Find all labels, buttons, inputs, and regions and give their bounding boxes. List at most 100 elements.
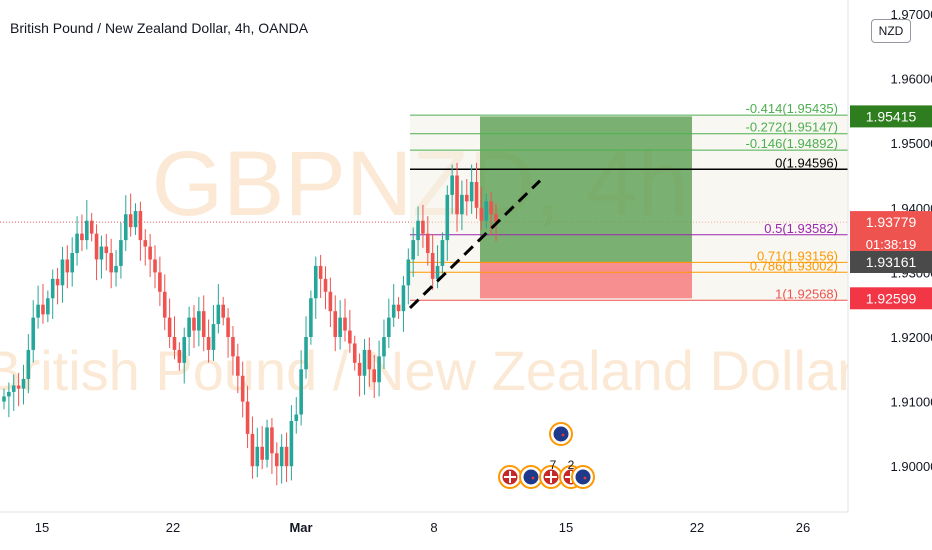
candle-body-42 bbox=[206, 337, 211, 350]
price-label-take_profit: 1.95415 bbox=[866, 108, 917, 124]
candle-body-92 bbox=[450, 175, 454, 195]
nz-event-5 bbox=[571, 465, 595, 489]
candle-body-59 bbox=[289, 420, 294, 467]
nz-event-top-flag bbox=[553, 426, 569, 442]
candle-body-58 bbox=[284, 446, 289, 467]
candle-body-35 bbox=[172, 337, 177, 350]
candle-body-94 bbox=[460, 194, 464, 215]
candle-body-48 bbox=[236, 356, 240, 376]
fib-label-0: -0.414(1.95435) bbox=[745, 101, 838, 116]
candle-body-93 bbox=[455, 175, 459, 215]
price-labels: 1.95415 1.93779 01:38:19 1.93161 1.92599 bbox=[850, 105, 932, 310]
candle-body-23 bbox=[114, 265, 118, 273]
event-count-1: 2 bbox=[568, 458, 575, 472]
profit-zone bbox=[480, 116, 692, 262]
candle-body-90 bbox=[440, 240, 445, 266]
time-tick-2: Mar bbox=[289, 520, 312, 535]
candle-body-91 bbox=[445, 194, 450, 241]
candle-body-25 bbox=[123, 214, 128, 241]
candle-body-31 bbox=[153, 259, 157, 273]
nz-event-5-flag bbox=[575, 469, 591, 485]
candle-body-47 bbox=[231, 337, 235, 357]
candle-body-51 bbox=[250, 433, 255, 467]
candle-body-43 bbox=[211, 324, 216, 350]
price-label-entry: 1.93161 bbox=[866, 254, 917, 270]
candle-body-11 bbox=[55, 278, 60, 286]
candle-body-57 bbox=[279, 446, 284, 467]
candle-body-100 bbox=[489, 201, 493, 215]
candle-body-84 bbox=[411, 240, 415, 260]
fib-label-7: 1(1.92568) bbox=[775, 286, 838, 301]
candle-body-86 bbox=[421, 220, 425, 234]
candle-body-71 bbox=[348, 330, 352, 344]
candle-body-3 bbox=[16, 385, 21, 389]
time-tick-4: 15 bbox=[559, 520, 573, 535]
candle-body-95 bbox=[464, 194, 469, 202]
candle-body-64 bbox=[313, 265, 318, 299]
candle-body-2 bbox=[11, 385, 16, 392]
loss-zone bbox=[480, 261, 692, 299]
candle-body-21 bbox=[104, 246, 109, 254]
dashed-trendline bbox=[408, 179, 542, 310]
candle-body-75 bbox=[367, 349, 372, 370]
candle-body-26 bbox=[128, 214, 133, 228]
candle-body-19 bbox=[94, 233, 99, 260]
candle-body-61 bbox=[299, 369, 303, 415]
candle-body-13 bbox=[65, 259, 70, 273]
candle-body-82 bbox=[401, 285, 406, 312]
nz-event-2-star bbox=[531, 476, 535, 480]
candle-body-8 bbox=[41, 304, 45, 315]
currency-button[interactable]: NZD bbox=[871, 19, 911, 43]
candle-body-69 bbox=[338, 317, 342, 337]
candles[interactable] bbox=[2, 162, 498, 486]
candle-body-7 bbox=[36, 304, 40, 318]
price-tick-7: 1.90000 bbox=[891, 459, 932, 474]
candle-body-99 bbox=[484, 201, 489, 221]
candle-body-79 bbox=[387, 317, 391, 337]
candle-body-36 bbox=[177, 349, 182, 363]
time-axis[interactable]: 15 22 Mar 8 15 22 26 bbox=[35, 520, 810, 535]
candle-body-14 bbox=[70, 253, 74, 273]
candle-body-32 bbox=[158, 272, 162, 292]
candle-body-5 bbox=[26, 349, 31, 379]
trendlines[interactable] bbox=[408, 179, 542, 310]
price-label-bg-stop bbox=[850, 287, 932, 310]
candle-body-22 bbox=[109, 253, 113, 273]
candle-body-45 bbox=[221, 304, 226, 318]
candle-body-62 bbox=[304, 337, 308, 370]
time-tick-1: 22 bbox=[166, 520, 180, 535]
candle-body-34 bbox=[167, 317, 172, 337]
candle-body-27 bbox=[133, 211, 138, 228]
candle-body-9 bbox=[46, 298, 50, 315]
candle-body-1 bbox=[7, 391, 11, 397]
candle-body-55 bbox=[270, 427, 274, 454]
candle-body-4 bbox=[21, 378, 26, 389]
candle-body-66 bbox=[323, 278, 328, 292]
candle-body-67 bbox=[328, 291, 333, 312]
nz-event-5-star bbox=[583, 476, 587, 480]
fib-retracement[interactable]: -0.414(1.95435) -0.272(1.95147)-0.146(1.9… bbox=[410, 101, 848, 301]
fib-label-4: 0.5(1.93582) bbox=[764, 221, 838, 236]
price-axis[interactable]: 1.970001.960001.950001.940001.930001.920… bbox=[891, 7, 932, 474]
candle-body-83 bbox=[406, 259, 411, 286]
price-tick-5: 1.92000 bbox=[891, 330, 932, 345]
fib-label-3: 0(1.94596) bbox=[775, 155, 838, 170]
price-tick-2: 1.95000 bbox=[891, 136, 932, 151]
event-count-0: 7 bbox=[550, 458, 557, 472]
price-axis-bg[interactable] bbox=[848, 0, 932, 550]
candle-body-12 bbox=[60, 259, 65, 286]
candle-body-0 bbox=[2, 396, 6, 402]
countdown-label: 01:38:19 bbox=[866, 237, 917, 252]
candle-body-89 bbox=[435, 265, 440, 279]
candle-body-68 bbox=[333, 311, 338, 337]
time-tick-0: 15 bbox=[35, 520, 49, 535]
time-tick-6: 26 bbox=[796, 520, 810, 535]
candle-body-87 bbox=[426, 233, 430, 254]
candle-body-72 bbox=[352, 343, 357, 363]
candle-body-41 bbox=[201, 311, 206, 337]
position-zones[interactable] bbox=[0, 115, 848, 301]
time-axis-bg[interactable] bbox=[0, 512, 848, 550]
nz-event-2 bbox=[519, 465, 543, 489]
